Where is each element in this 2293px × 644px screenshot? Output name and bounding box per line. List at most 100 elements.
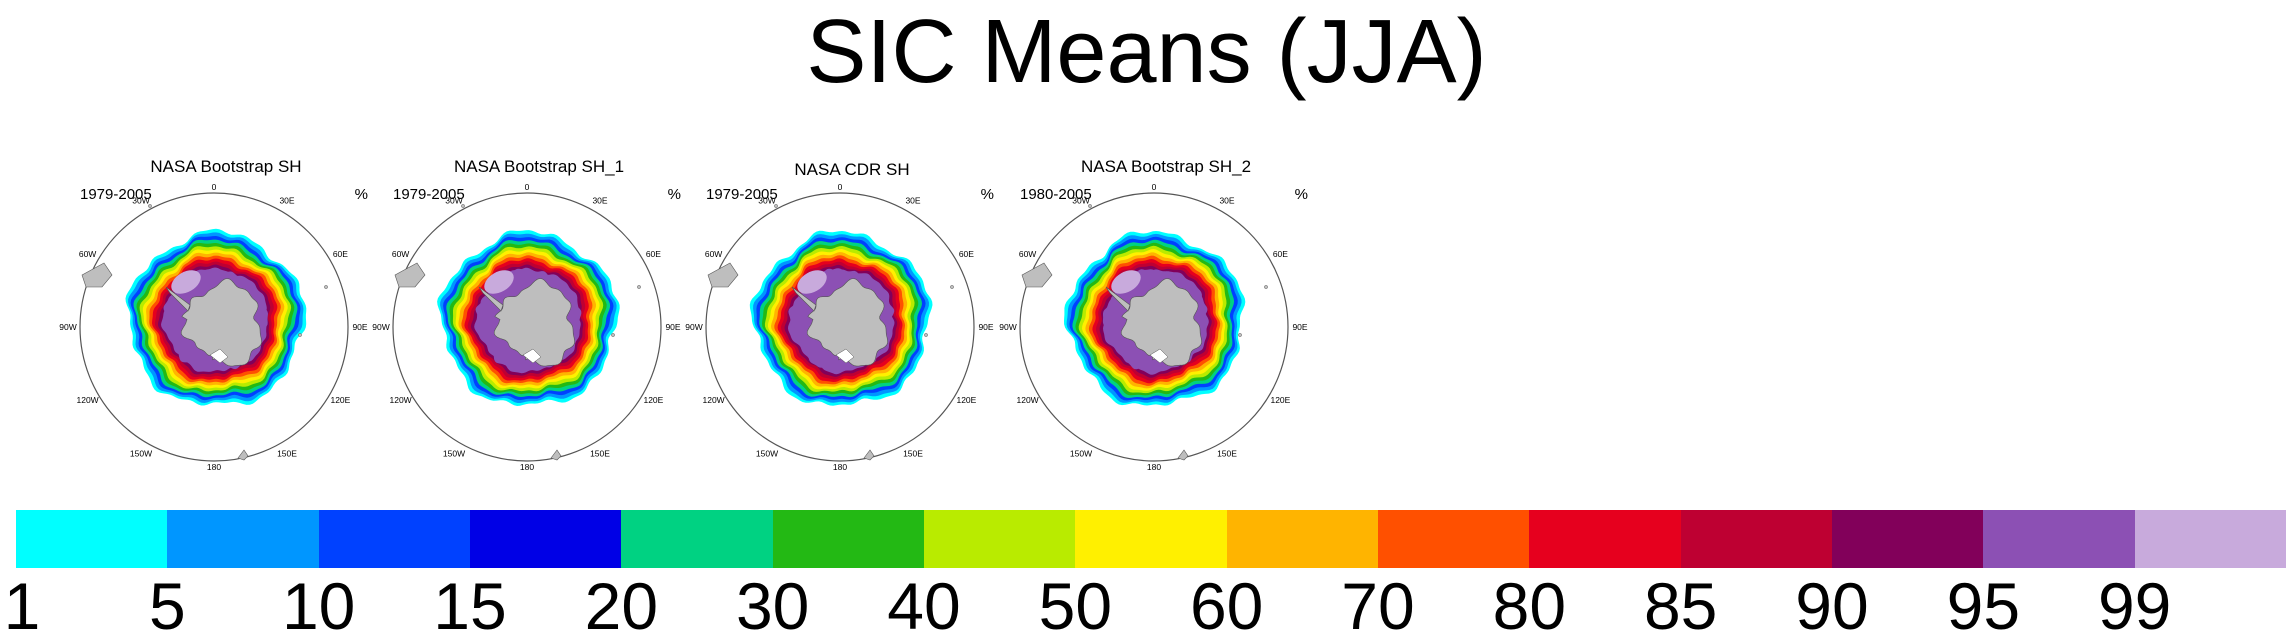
longitude-label: 120W [389, 395, 411, 405]
colorbar-tick-label: 70 [1341, 569, 1415, 643]
colorbar-box [318, 510, 471, 568]
panel-title: NASA Bootstrap SH [150, 157, 302, 176]
longitude-label: 150W [130, 448, 152, 458]
new-zealand-landmass [863, 449, 875, 461]
south-america-landmass [1021, 262, 1053, 288]
panel-unit: % [667, 186, 681, 203]
longitude-label: 60E [1273, 249, 1288, 259]
colorbar-box [621, 510, 774, 568]
longitude-label: 120W [702, 395, 724, 405]
panel-period: 1979-2005 [393, 186, 465, 203]
colorbar-box [1983, 510, 2136, 568]
chart-title: SIC Means (JJA) [806, 2, 1487, 102]
antarctic-peninsula [165, 286, 191, 312]
longitude-label: 90W [372, 322, 389, 332]
panel-period: 1979-2005 [706, 186, 778, 203]
new-zealand-landmass [1177, 449, 1189, 461]
longitude-label: 120E [956, 395, 976, 405]
island [774, 204, 778, 208]
longitude-label: 120E [643, 395, 663, 405]
longitude-label: 150E [277, 448, 297, 458]
panel-title: NASA Bootstrap SH_2 [1080, 157, 1252, 176]
colorbar-box [1378, 510, 1530, 568]
colorbar-tick-label: 95 [1946, 569, 2021, 643]
longitude-label: 30W [445, 196, 462, 206]
antarctic-peninsula [1105, 286, 1131, 312]
longitude-label: 30E [279, 196, 294, 206]
colorbar-box [1832, 510, 1984, 568]
longitude-label: 0 [212, 182, 217, 192]
longitude-label: 0 [525, 182, 530, 192]
longitude-label: 90E [665, 322, 680, 332]
island [1264, 285, 1268, 289]
colorbar-box [772, 510, 925, 568]
longitude-label: 30E [1219, 196, 1234, 206]
longitude-label: 150E [590, 448, 610, 458]
longitude-label: 90E [978, 322, 993, 332]
longitude-label: 0 [838, 182, 843, 192]
island [298, 333, 302, 337]
longitude-label: 180 [833, 462, 847, 472]
longitude-label: 120E [330, 395, 350, 405]
longitude-label: 150W [756, 448, 778, 458]
map-panel-4: NASA Bootstrap SH_2 1980-2005% 0 30E 60E 90E 1… [999, 150, 1316, 472]
antarctic-peninsula [478, 286, 504, 312]
colorbar-box [16, 510, 168, 568]
ross-ice-shelf [522, 348, 542, 364]
south-america-landmass [81, 262, 113, 288]
longitude-label: 60W [705, 249, 722, 259]
longitude-label: 30W [1072, 196, 1089, 206]
longitude-label: 60W [1019, 249, 1036, 259]
island [637, 285, 641, 289]
south-america-landmass [707, 262, 739, 288]
longitude-label: 60E [646, 249, 661, 259]
panel-unit: % [1294, 186, 1308, 203]
island [324, 285, 328, 289]
longitude-label: 150E [1217, 448, 1237, 458]
longitude-label: 150W [1070, 448, 1092, 458]
panel-period: 1980-2005 [1020, 186, 1092, 203]
ross-ice-shelf [835, 348, 855, 364]
ross-ice-shelf [1149, 348, 1169, 364]
longitude-label: 30E [905, 196, 920, 206]
longitude-label: 150W [443, 448, 465, 458]
longitude-label: 150E [903, 448, 923, 458]
colorbar-tick-label: 85 [1643, 569, 1718, 643]
longitude-label: 30W [758, 196, 775, 206]
longitude-label: 180 [520, 462, 534, 472]
panel-title: NASA Bootstrap SH_1 [453, 157, 625, 176]
colorbar-box [2134, 510, 2287, 568]
colorbar-tick-label: 15 [433, 569, 507, 643]
longitude-label: 90E [352, 322, 367, 332]
colorbar-tick-label: 99 [2097, 569, 2172, 643]
longitude-label: 60W [392, 249, 409, 259]
panel-unit: % [980, 186, 994, 203]
colorbar-tick-label: 20 [584, 569, 659, 643]
longitude-label: 90W [59, 322, 76, 332]
south-america-landmass [394, 262, 426, 288]
polar-map: 0 30E 60E 90E 120E 150E 180 150W 120W 90W 60W 30W [999, 182, 1308, 472]
polar-map: 0 30E 60E 90E 120E 150E 180 150W 120W 90W 60W 30W [372, 182, 681, 472]
ice-band [484, 270, 514, 294]
colorbar-box [470, 510, 622, 568]
island [148, 204, 152, 208]
longitude-label: 30E [592, 196, 607, 206]
colorbar-tick-label: 60 [1189, 569, 1264, 643]
colorbar [16, 510, 2287, 568]
map-panel-3: NASA CDR SH 1979-2005% 0 30E 60E 90E 120E 150E 1… [685, 150, 1002, 472]
colorbar-tick-label: 1 [3, 569, 41, 643]
colorbar-box [1075, 510, 1228, 568]
colorbar-tick-label: 90 [1795, 569, 1869, 643]
island [461, 204, 465, 208]
ice-band [797, 270, 827, 294]
colorbar-tick-label: 10 [281, 569, 356, 643]
longitude-label: 60W [79, 249, 96, 259]
longitude-label: 90W [999, 322, 1016, 332]
longitude-label: 90E [1292, 322, 1307, 332]
ross-ice-shelf [209, 348, 229, 364]
longitude-label: 90W [685, 322, 702, 332]
polar-map: 0 30E 60E 90E 120E 150E 180 150W 120W 90W 60W 30W [685, 182, 994, 472]
longitude-label: 60E [333, 249, 348, 259]
colorbar-box [924, 510, 1076, 568]
island [1238, 333, 1242, 337]
